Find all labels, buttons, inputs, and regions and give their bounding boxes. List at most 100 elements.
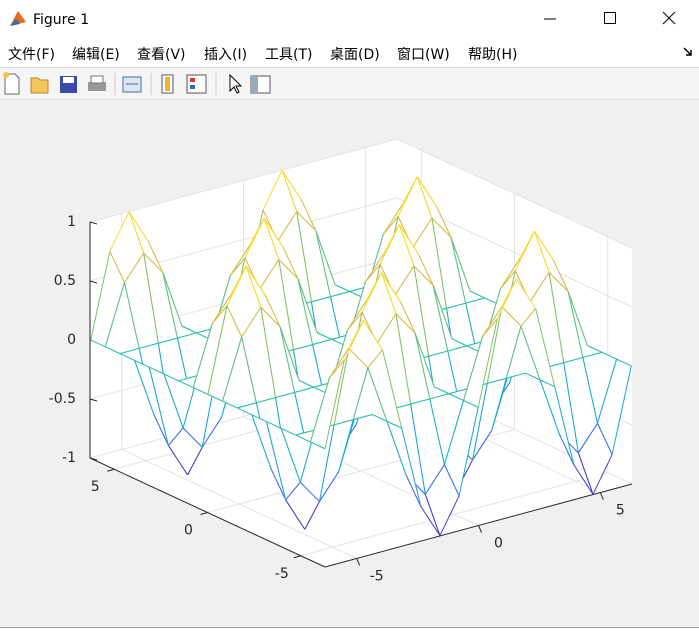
mesh-edge (310, 441, 326, 450)
mesh-face (353, 367, 387, 422)
maximize-button[interactable] (604, 12, 616, 24)
mesh-edge (465, 297, 485, 304)
mesh-face (282, 170, 316, 231)
mesh-edge (229, 245, 250, 276)
mesh-edge (193, 387, 209, 395)
mesh-edge (333, 348, 350, 425)
mesh-edge (501, 278, 517, 308)
mesh-edge (348, 320, 364, 349)
mesh-edge (376, 313, 397, 344)
mesh-edge (163, 373, 179, 382)
tick-mark (356, 558, 361, 566)
grid-line (300, 472, 608, 557)
mesh-edge (431, 218, 448, 309)
mesh-edge (582, 357, 598, 424)
mesh-face (394, 266, 429, 362)
mesh-edge (149, 366, 165, 375)
mesh-face (313, 329, 348, 395)
mesh-edge (472, 430, 493, 461)
new-button[interactable] (3, 72, 20, 95)
mesh-edge (119, 353, 135, 361)
mesh-edge (382, 349, 403, 429)
mesh-face (259, 259, 294, 355)
mesh-edge (365, 252, 386, 283)
mesh-edge (563, 357, 583, 364)
mesh-edge (348, 347, 369, 368)
mesh-face (129, 211, 163, 273)
mesh-edge (563, 362, 579, 454)
mesh-edge (487, 377, 507, 384)
mesh-edge (148, 367, 169, 446)
mesh-edge (285, 499, 306, 530)
mesh-edge (448, 393, 464, 402)
menu-desktop[interactable]: 桌面(D) (330, 47, 380, 63)
mesh-edge (178, 375, 198, 382)
mesh-edge (263, 217, 284, 248)
axes: -5 0 5 -5 0 5 -1 -0.5 0 0.5 1 (49, 138, 633, 584)
mesh-face (264, 218, 298, 279)
menu-window[interactable]: 窗口(W) (397, 47, 450, 63)
mesh-edge (514, 230, 535, 272)
colorbar-button[interactable] (161, 74, 174, 94)
mesh-edge (251, 414, 267, 423)
mesh-edge (506, 372, 526, 379)
y-tick-label: 5 (91, 479, 100, 495)
mesh-face (506, 326, 541, 380)
menu-edit[interactable]: 编辑(E) (72, 47, 120, 63)
status-strip (0, 627, 699, 633)
mesh-edge (434, 386, 450, 395)
mesh-edge (280, 427, 297, 436)
menu-tools[interactable]: 工具(T) (265, 47, 313, 63)
open-button[interactable] (30, 77, 49, 94)
edit-plot-button[interactable] (229, 73, 243, 94)
save-button[interactable] (60, 76, 77, 93)
window-title: Figure 1 (33, 12, 89, 28)
mesh-edge (420, 506, 441, 536)
mesh-edge (548, 272, 569, 293)
mesh-edge (365, 264, 381, 283)
mesh-edge (414, 333, 431, 400)
mesh-face (367, 349, 402, 429)
mesh-edge (324, 360, 345, 449)
mesh-face (90, 251, 125, 347)
menu-file[interactable]: 文件(F) (8, 47, 55, 63)
mesh-edge (582, 351, 603, 359)
mesh-edge (277, 211, 298, 242)
property-editor-button[interactable] (250, 75, 271, 94)
menu-view[interactable]: 查看(V) (137, 47, 186, 63)
mesh-edge (525, 372, 541, 381)
x-tick-label: 5 (616, 503, 625, 519)
mesh-edge (554, 386, 575, 466)
mesh-face (417, 176, 452, 238)
mesh-edge (520, 308, 536, 327)
legend-button[interactable] (186, 74, 207, 94)
mesh-edge (244, 217, 265, 259)
mesh-edge (567, 291, 584, 358)
mesh-edge (182, 427, 203, 448)
link-plot-button[interactable] (122, 76, 142, 93)
mesh-face (241, 307, 276, 403)
mesh-edge (398, 224, 419, 255)
mesh-edge (237, 407, 253, 416)
mesh-face (319, 419, 354, 502)
mesh-edge (548, 272, 565, 363)
mesh-face (466, 288, 501, 353)
mesh-face (330, 291, 365, 363)
dock-button[interactable] (682, 46, 694, 58)
mesh-face (178, 323, 213, 388)
mesh-edge (251, 414, 272, 469)
grid-line (89, 138, 398, 223)
mesh-face (540, 379, 574, 465)
mesh-edge (410, 398, 430, 405)
z-tick-label: 0 (67, 332, 76, 348)
menu-help[interactable]: 帮助(H) (468, 47, 518, 63)
menu-insert[interactable]: 插入(I) (204, 47, 248, 63)
mesh-edge (281, 170, 298, 212)
mesh-edge (285, 481, 301, 501)
mesh-edge (383, 216, 399, 235)
print-button[interactable] (88, 75, 106, 91)
close-button[interactable] (662, 11, 676, 25)
tick-mark (107, 468, 115, 472)
mesh-edge (505, 325, 522, 379)
